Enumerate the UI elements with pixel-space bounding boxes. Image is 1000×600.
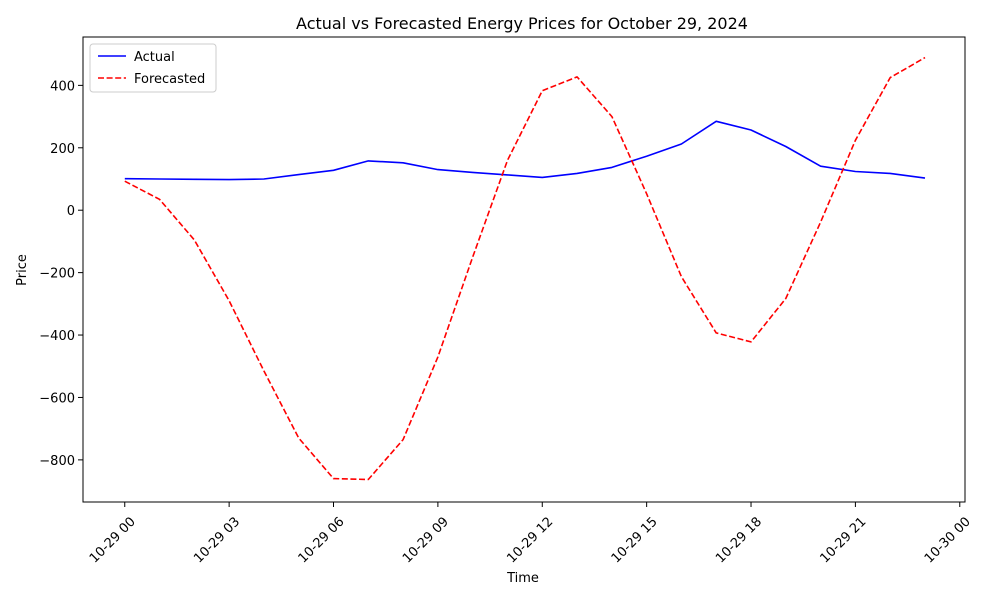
x-tick-label: 10-29 03 xyxy=(191,514,243,566)
x-tick-label: 10-29 06 xyxy=(296,514,348,566)
x-tick-label: 10-29 09 xyxy=(400,514,452,566)
y-tick-label: 0 xyxy=(67,204,75,219)
chart-title: Actual vs Forecasted Energy Prices for O… xyxy=(296,14,748,33)
y-tick-label: −200 xyxy=(39,267,75,282)
y-tick-label: 400 xyxy=(50,79,75,94)
x-tick-label: 10-29 00 xyxy=(87,514,139,566)
x-tick-label: 10-30 00 xyxy=(922,514,974,566)
x-axis-ticks: 10-29 00 10-29 03 10-29 06 10-29 09 10-29 12… xyxy=(87,502,974,566)
y-axis-ticks: 400 200 0 −200 −400 −600 −800 xyxy=(39,79,83,469)
y-tick-label: −800 xyxy=(39,454,75,469)
y-axis-label: Price xyxy=(15,254,30,286)
y-tick-label: −400 xyxy=(39,329,75,344)
plot-lines xyxy=(124,56,926,481)
x-tick-label: 10-29 18 xyxy=(713,514,765,566)
legend: Actual Forecasted xyxy=(89,43,217,93)
plot-area-frame xyxy=(82,36,966,503)
x-tick-label: 10-29 12 xyxy=(504,514,556,566)
y-tick-label: 200 xyxy=(50,142,75,157)
legend-label-forecasted: Forecasted xyxy=(134,72,205,87)
legend-label-actual: Actual xyxy=(134,50,175,65)
x-tick-label: 10-29 15 xyxy=(609,514,661,566)
y-tick-label: −600 xyxy=(39,391,75,406)
series-line-forecasted xyxy=(124,56,926,481)
x-axis-label: Time xyxy=(506,571,539,586)
series-line-actual xyxy=(124,120,926,181)
x-tick-label: 10-29 21 xyxy=(818,514,870,566)
